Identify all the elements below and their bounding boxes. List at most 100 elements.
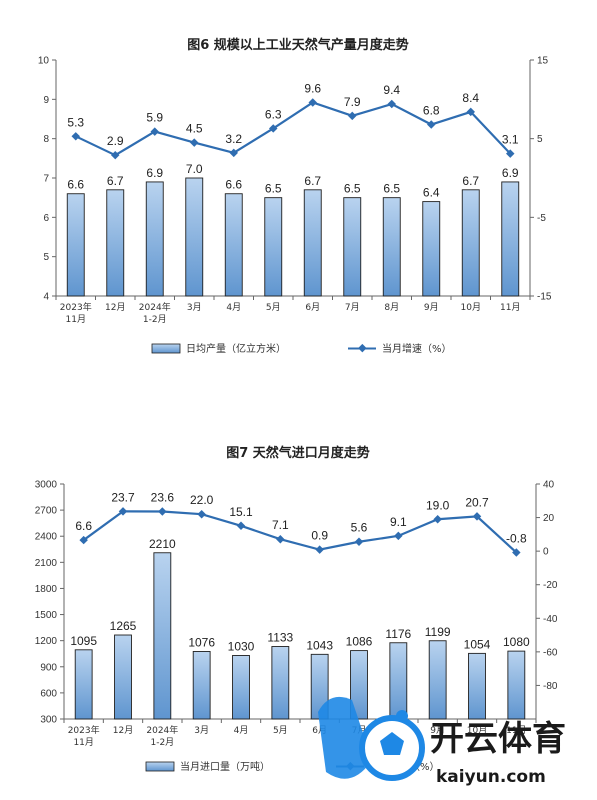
legend-bar-label: 日均产量（亿立方米）	[186, 342, 286, 355]
line-data-label: 23.7	[111, 490, 135, 504]
right-tick-label: -5	[537, 213, 546, 224]
line-point	[472, 512, 482, 521]
line-point	[158, 507, 167, 516]
line-point	[111, 150, 120, 160]
x-tick-label: 5月	[266, 302, 281, 313]
left-tick-label: 4	[43, 292, 49, 303]
x-tick-label: 10月	[461, 302, 481, 313]
bar	[224, 193, 243, 297]
left-tick-label: 2400	[35, 532, 58, 543]
soccer-ball-logo-icon	[318, 696, 425, 781]
line-point	[269, 124, 278, 133]
right-tick-label: 40	[543, 480, 555, 491]
line-data-label: 3.1	[502, 133, 519, 147]
bar	[303, 189, 322, 297]
left-tick-label: 7	[43, 174, 49, 185]
left-tick-label: 2700	[35, 506, 58, 517]
bar-data-label: 6.4	[423, 186, 440, 200]
bar-data-label: 2210	[149, 537, 176, 551]
line-point	[466, 107, 475, 117]
line-data-label: 9.1	[390, 515, 407, 529]
bar	[264, 197, 283, 297]
chart-imports: 图7 天然气进口月度走势 300 600 900 1200 1500 1800 2100 24…	[35, 445, 558, 773]
line-point	[427, 120, 436, 129]
bar	[507, 650, 526, 720]
x-tick-label: 1-2月	[150, 737, 174, 748]
line-point	[308, 98, 317, 107]
left-tick-label: 1200	[35, 636, 58, 647]
growth-line	[83, 510, 518, 554]
bar-data-label: 6.6	[225, 178, 242, 192]
bar	[468, 652, 486, 720]
right-tick-label: 15	[537, 56, 549, 67]
line-data-label: 9.6	[304, 81, 321, 95]
x-tick-label: 3月	[187, 302, 202, 313]
bar	[422, 201, 441, 297]
bar	[185, 177, 204, 297]
right-tick-label: -60	[543, 647, 558, 658]
x-tick-label: 12月	[113, 725, 133, 736]
line-point	[387, 99, 396, 109]
line-point	[229, 148, 238, 158]
line-data-label: 8.4	[462, 91, 479, 105]
line-data-label: 15.1	[229, 505, 253, 519]
left-tick-label: 10	[38, 56, 50, 67]
bar	[428, 640, 447, 720]
line-data-label: 22.0	[190, 493, 214, 507]
legend-line-marker	[358, 343, 367, 353]
left-tick-label: 6	[43, 213, 49, 224]
line-point	[150, 127, 159, 136]
x-tick-label: 11月	[506, 725, 526, 736]
bar-data-label: 6.5	[344, 182, 361, 196]
left-tick-label: 600	[40, 688, 57, 699]
x-tick-label: 4月	[234, 725, 249, 736]
bar	[106, 189, 125, 297]
bar-data-label: 6.7	[304, 174, 321, 188]
x-tick-label: 10月	[467, 725, 487, 736]
bar-data-label: 1080	[503, 635, 530, 649]
bar	[114, 634, 132, 720]
chart2-plot: 300 600 900 1200 1500 1800 2100 2400 2700 3000 -80…	[35, 480, 558, 749]
bar	[501, 181, 520, 297]
watermark-text: 开云体育	[430, 719, 566, 759]
x-tick-label: 6月	[312, 725, 327, 736]
right-tick-label: 0	[543, 547, 549, 558]
right-tick-label: -15	[537, 292, 552, 303]
line-point	[190, 138, 199, 147]
x-tick-label: 11月	[500, 302, 520, 313]
left-tick-label: 1800	[35, 584, 58, 595]
bar	[66, 193, 85, 297]
bar	[271, 646, 290, 720]
watermark-sub: kaiyun.com	[436, 767, 546, 787]
chart-production: 图6 规模以上工业天然气产量月度走势 4 5 6 7 8 9 10 -15 -5 5 15 2023年…	[38, 37, 552, 355]
x-tick-label: 7月	[345, 302, 360, 313]
left-tick-label: 3000	[35, 480, 58, 491]
line-point	[315, 545, 324, 554]
x-tick-label: 2024年	[139, 301, 171, 313]
line-data-label: 5.6	[351, 521, 368, 535]
right-tick-label: -20	[543, 580, 558, 591]
bar	[382, 197, 401, 297]
bar-data-label: 1199	[425, 625, 451, 639]
bar	[74, 649, 93, 720]
x-tick-label: 9月	[430, 725, 445, 736]
x-tick-label: 6月	[305, 302, 320, 313]
line-data-label: -0.8	[506, 531, 527, 545]
bar	[192, 651, 211, 720]
bar	[232, 655, 250, 720]
x-tick-label: 8月	[384, 302, 399, 313]
x-tick-label: 1-2月	[143, 314, 167, 325]
bar	[389, 642, 408, 720]
bar-data-label: 1133	[267, 630, 293, 644]
line-point	[433, 515, 442, 524]
line-data-label: 0.9	[311, 529, 328, 543]
bar	[350, 650, 368, 720]
legend-bar-swatch	[151, 343, 181, 354]
line-data-label: 6.6	[75, 519, 92, 533]
bar-data-label: 1054	[464, 637, 491, 651]
x-tick-label: 2023年	[60, 301, 92, 313]
bar-data-label: 6.7	[462, 174, 479, 188]
line-data-label: 23.6	[151, 491, 175, 505]
legend-bar-label: 当月进口量（万吨）	[180, 760, 270, 773]
